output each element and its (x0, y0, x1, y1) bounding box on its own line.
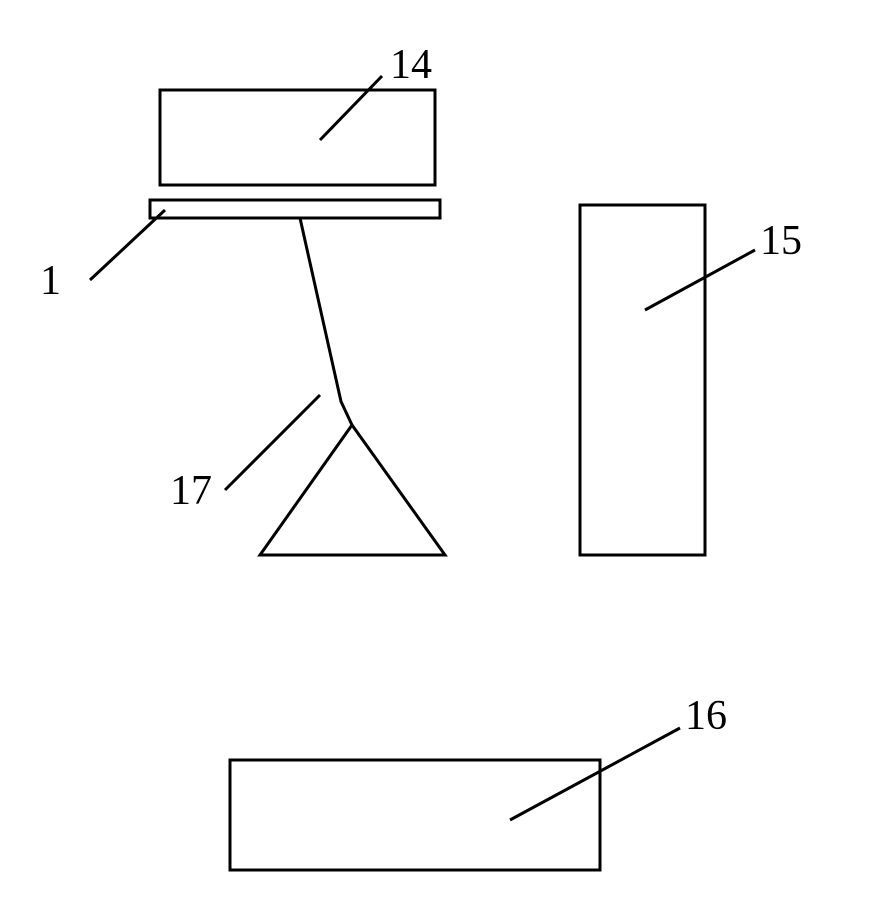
bottom-box (230, 760, 600, 870)
leader-15 (645, 250, 755, 310)
label-1: 1 (40, 257, 61, 305)
diagram-svg (0, 0, 884, 922)
triangle (260, 425, 445, 555)
label-16: 16 (685, 692, 727, 740)
label-15: 15 (760, 217, 802, 265)
plate (150, 200, 440, 218)
label-17: 17 (170, 467, 212, 515)
leader-14 (320, 76, 382, 140)
leader-1 (90, 210, 165, 280)
top-box (160, 90, 435, 185)
right-box (580, 205, 705, 555)
leader-17 (225, 395, 320, 490)
label-14: 14 (390, 41, 432, 89)
leader-16 (510, 728, 680, 820)
connector-plate-to-triangle (300, 218, 352, 425)
diagram-root: 14 1 15 16 17 (0, 0, 884, 922)
